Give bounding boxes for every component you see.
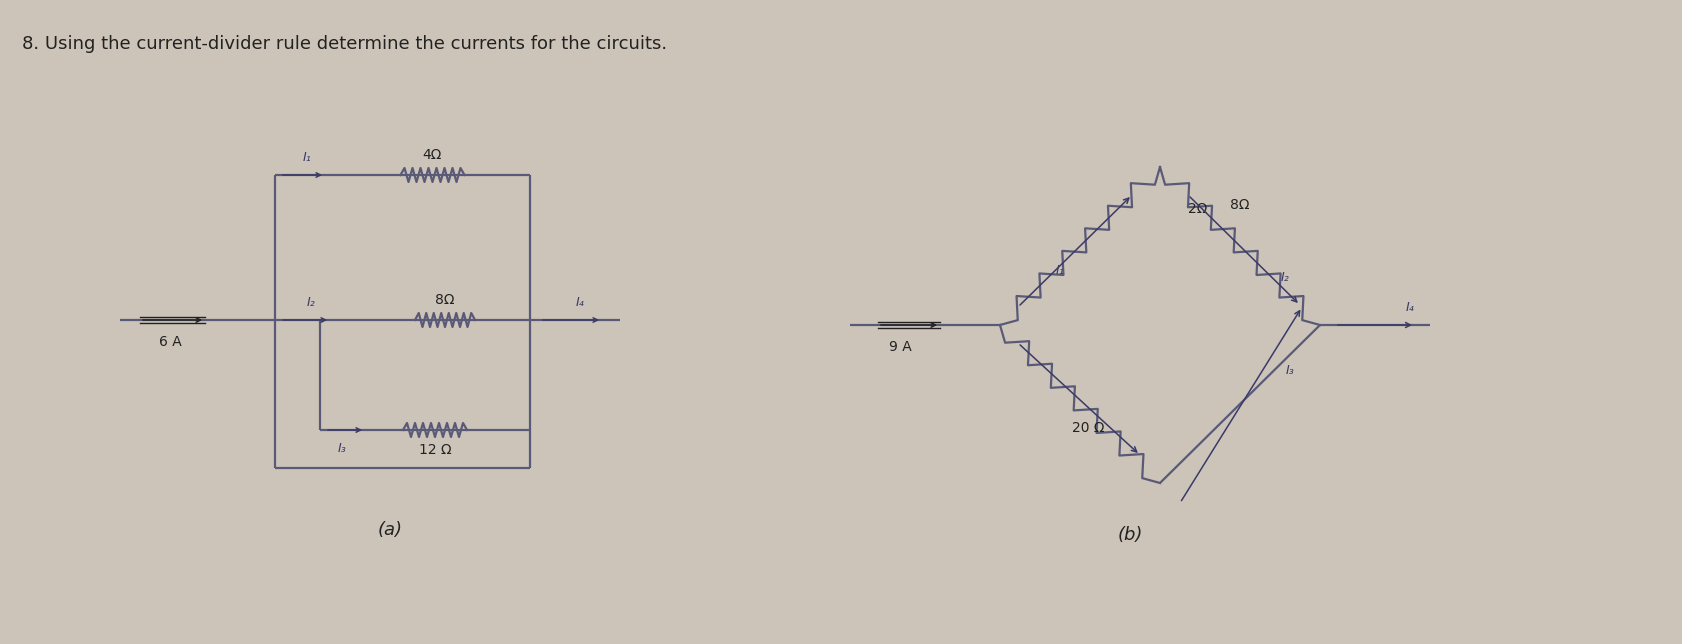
Text: 12 Ω: 12 Ω: [419, 443, 451, 457]
Text: I₁: I₁: [1055, 263, 1063, 276]
Text: (a): (a): [377, 521, 402, 539]
Text: 20 Ω: 20 Ω: [1071, 421, 1103, 435]
Text: 8Ω: 8Ω: [1230, 198, 1250, 212]
Text: I₄: I₄: [575, 296, 584, 308]
Text: 9 A: 9 A: [888, 340, 912, 354]
Text: I₃: I₃: [1285, 363, 1293, 377]
Text: I₂: I₂: [306, 296, 315, 308]
Text: I₂: I₂: [1280, 270, 1288, 283]
Text: (b): (b): [1117, 526, 1142, 544]
Text: 8Ω: 8Ω: [436, 293, 454, 307]
Text: 2Ω: 2Ω: [1187, 202, 1208, 216]
Text: 6 A: 6 A: [158, 335, 182, 349]
Text: I₄: I₄: [1404, 301, 1413, 314]
Text: 4Ω: 4Ω: [422, 148, 442, 162]
Text: 8. Using the current-divider rule determine the currents for the circuits.: 8. Using the current-divider rule determ…: [22, 35, 666, 53]
Text: I₁: I₁: [303, 151, 311, 164]
Text: I₃: I₃: [338, 442, 346, 455]
